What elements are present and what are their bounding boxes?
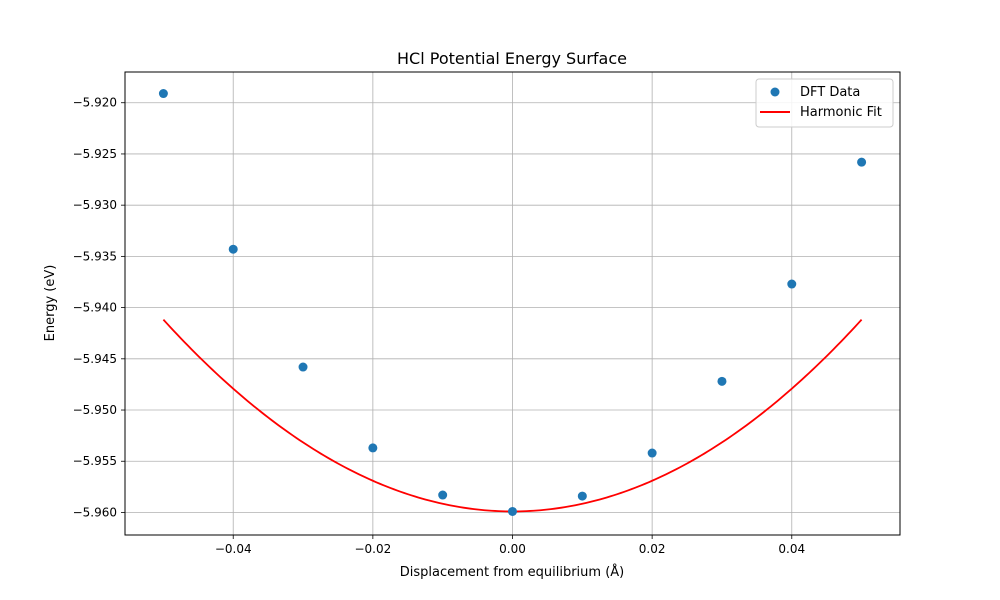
- y-tick-label: −5.920: [73, 96, 117, 110]
- legend: DFT Data Harmonic Fit: [755, 78, 894, 128]
- y-axis-ticks: −5.960 −5.955 −5.950 −5.945 −5.940 −5.935 −5.9…: [73, 96, 125, 519]
- dft-data-point: [647, 448, 657, 458]
- dft-data-point: [438, 490, 448, 500]
- legend-marker-dft-data: [770, 87, 780, 97]
- legend-box: [755, 78, 894, 128]
- y-tick-label: −5.935: [73, 249, 117, 263]
- plot-area: [158, 89, 867, 516]
- y-tick-label: −5.925: [73, 147, 117, 161]
- y-tick-label: −5.930: [73, 198, 117, 212]
- dft-data-point: [577, 491, 587, 501]
- dft-data-point: [787, 279, 797, 289]
- dft-data-point: [298, 362, 308, 372]
- dft-data-point: [508, 506, 517, 516]
- x-axis-ticks: −0.04 −0.02 0.00 0.02 0.04: [215, 535, 805, 556]
- y-tick-label: −5.960: [73, 505, 117, 519]
- dft-data-point: [857, 157, 867, 167]
- grid-lines: [125, 72, 900, 535]
- x-tick-label: 0.04: [778, 542, 805, 556]
- x-tick-label: 0.00: [499, 542, 526, 556]
- x-tick-label: −0.04: [215, 542, 252, 556]
- chart-title: HCl Potential Energy Surface: [397, 49, 627, 68]
- y-tick-label: −5.950: [73, 403, 117, 417]
- legend-label-dft-data: DFT Data: [800, 85, 860, 100]
- y-tick-label: −5.955: [73, 454, 117, 468]
- legend-label-harmonic-fit: Harmonic Fit: [800, 105, 882, 120]
- dft-data-point: [228, 244, 238, 254]
- x-axis-label: Displacement from equilibrium (Å): [400, 564, 625, 580]
- dft-data-point: [158, 89, 168, 99]
- y-tick-label: −5.940: [73, 301, 117, 315]
- x-tick-label: −0.02: [354, 542, 391, 556]
- dft-data-point: [368, 443, 378, 453]
- y-tick-label: −5.945: [73, 352, 117, 366]
- x-tick-label: 0.02: [639, 542, 666, 556]
- dft-data-point: [717, 376, 727, 386]
- y-axis-label: Energy (eV): [43, 265, 58, 342]
